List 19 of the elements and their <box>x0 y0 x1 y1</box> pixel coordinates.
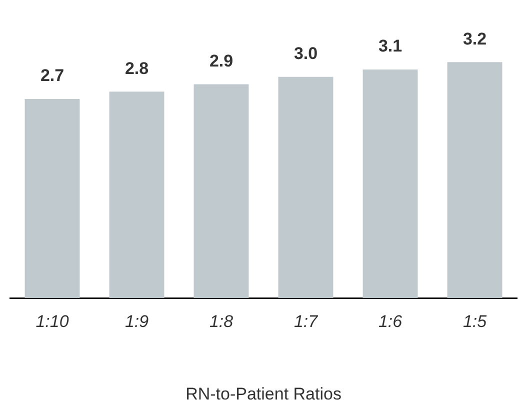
data-label: 2.9 <box>209 51 234 70</box>
bar <box>109 92 164 298</box>
x-axis-title: RN-to-Patient Ratios <box>186 384 342 404</box>
bar <box>278 76 334 298</box>
bar <box>194 84 249 298</box>
x-tick-label: 1:5 <box>462 312 488 332</box>
x-tick-label: 1:9 <box>124 312 150 332</box>
bar <box>24 99 80 298</box>
data-label: 3.0 <box>294 44 318 64</box>
bar <box>447 62 502 298</box>
data-label: 2.8 <box>124 58 149 78</box>
x-tick-label: 1:6 <box>378 312 403 332</box>
x-tick-label: 1:7 <box>294 312 318 332</box>
x-tick-label: 1:10 <box>36 312 70 332</box>
bar <box>362 70 418 298</box>
x-tick-label: 1:8 <box>209 312 234 332</box>
data-label: 3.2 <box>462 29 487 48</box>
data-label: 3.1 <box>378 36 402 56</box>
data-label: 2.7 <box>40 66 64 86</box>
